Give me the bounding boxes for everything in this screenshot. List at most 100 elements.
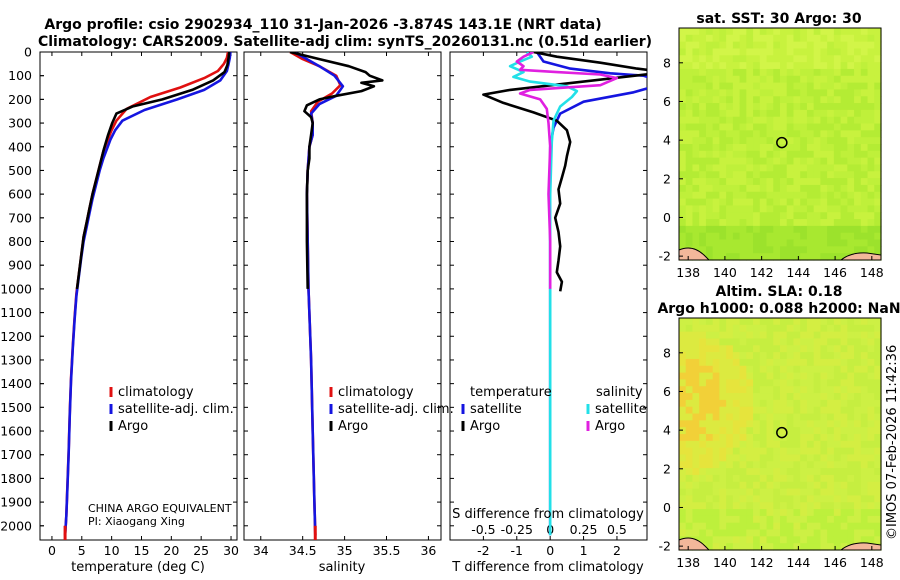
map-cell [874, 372, 882, 381]
map-cell [793, 468, 801, 476]
map-cell [746, 454, 754, 462]
map-cell [833, 372, 842, 381]
map-cell [759, 205, 768, 213]
map-cell [699, 536, 707, 544]
map-cell [840, 522, 848, 531]
map-cell [820, 89, 828, 97]
map-cell [833, 75, 842, 84]
map-cell [732, 239, 741, 247]
map-cell [692, 338, 700, 346]
map-cell [833, 365, 842, 374]
map-cell [759, 150, 768, 159]
map-cell [833, 522, 842, 531]
map-cell [840, 171, 848, 179]
map-cell [786, 41, 795, 50]
map-cell [766, 123, 774, 131]
map-cell [813, 103, 821, 111]
map-cell [692, 324, 700, 333]
map-cell [732, 28, 741, 36]
map-cell [719, 393, 727, 401]
map-cell [719, 406, 727, 415]
map-cell [833, 205, 842, 213]
xtick-top-label: -0.25 [501, 522, 533, 537]
map-cell [874, 89, 882, 97]
map-cell [840, 130, 848, 138]
map-cell [773, 41, 781, 50]
map-cell [847, 488, 855, 497]
map-cell [780, 324, 788, 333]
map-cell [773, 447, 781, 456]
map-cell [800, 144, 808, 152]
map-cell [726, 212, 734, 220]
map-cell [847, 454, 855, 462]
map-cell [692, 420, 700, 428]
map-cell [699, 28, 707, 36]
map-cell [759, 515, 768, 524]
map-cell [806, 481, 815, 490]
map-cell [746, 75, 754, 84]
map-cell [874, 212, 882, 220]
map-cell [705, 447, 714, 456]
map-cell [867, 48, 875, 56]
map-cell [840, 123, 848, 131]
map-cell [806, 379, 815, 387]
map-cell [685, 434, 694, 442]
map-cell [739, 82, 747, 91]
map-cell [780, 447, 788, 456]
map-cell [746, 55, 754, 63]
xtick-label: 20 [163, 543, 179, 558]
map-cell [806, 96, 815, 104]
map-cell [739, 137, 747, 145]
map-cell [847, 447, 855, 456]
map-cell [847, 386, 855, 394]
map-cell [699, 324, 707, 333]
map-cell [726, 345, 734, 353]
map-cell [699, 62, 707, 70]
map-cell [766, 440, 774, 449]
map-cell [719, 495, 727, 503]
map-cell [746, 434, 754, 442]
map-cell [746, 529, 754, 537]
map-cell [679, 393, 687, 401]
map-xtick-label: 146 [823, 555, 847, 570]
map-cell [780, 488, 788, 497]
map-cell [786, 144, 795, 152]
map-cell [719, 529, 727, 537]
map-cell [854, 191, 862, 200]
map-cell [766, 89, 774, 97]
map-cell [746, 372, 754, 381]
map-cell [719, 28, 727, 36]
map-cell [732, 372, 741, 381]
map-cell [854, 358, 862, 367]
map-cell [759, 232, 768, 241]
map-cell [813, 212, 821, 220]
legend-label-s-satellite: satellite [595, 402, 647, 417]
map-cell [827, 495, 835, 503]
map-cell [753, 198, 761, 207]
map-cell [786, 109, 795, 118]
map-cell [800, 68, 808, 77]
map-cell [840, 253, 848, 261]
map-cell [806, 28, 815, 36]
map-cell [753, 393, 761, 401]
map-cell [739, 184, 747, 193]
map-cell [813, 34, 821, 43]
map-cell [679, 157, 687, 166]
map-cell [719, 543, 727, 551]
map-cell [692, 130, 700, 138]
map-cell [860, 331, 869, 340]
map-cell [773, 454, 781, 462]
map-cell [685, 171, 694, 179]
map-cell [786, 123, 795, 131]
map-cell [800, 331, 808, 340]
map-cell [732, 157, 741, 166]
map-cell [699, 488, 707, 497]
map-cell [685, 515, 694, 524]
map-cell [739, 427, 747, 435]
map-cell [759, 96, 768, 104]
map-cell [726, 232, 734, 241]
map-cell [786, 232, 795, 241]
map-cell [833, 509, 842, 517]
map-cell [806, 413, 815, 421]
map-cell [705, 103, 714, 111]
